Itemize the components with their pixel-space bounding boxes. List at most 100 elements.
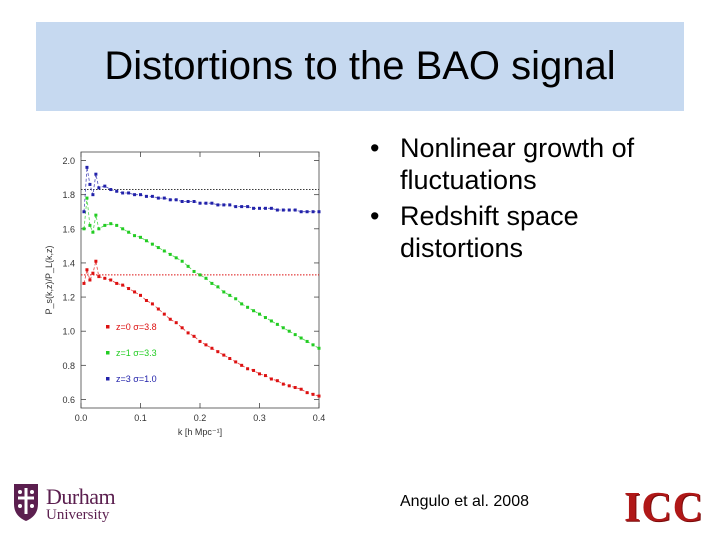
data-point	[293, 208, 297, 212]
data-point	[269, 319, 273, 323]
data-point	[240, 302, 244, 306]
data-point	[287, 208, 291, 212]
data-point	[186, 199, 190, 203]
title-banner: Distortions to the BAO signal	[36, 22, 684, 111]
data-point	[269, 377, 273, 381]
data-point	[156, 307, 160, 311]
data-point	[168, 252, 172, 256]
data-point	[156, 196, 160, 200]
data-point	[192, 199, 196, 203]
data-point	[275, 379, 279, 383]
data-point	[91, 193, 95, 197]
data-point	[180, 259, 184, 263]
data-point	[246, 205, 250, 209]
data-point	[305, 339, 309, 343]
data-point	[127, 287, 131, 291]
data-point	[216, 350, 220, 354]
data-point	[109, 222, 113, 226]
data-point	[228, 293, 232, 297]
data-point	[174, 321, 178, 325]
data-point	[174, 256, 178, 260]
x-axis-label: k [h Mpc⁻¹]	[178, 427, 222, 437]
data-point	[97, 275, 101, 279]
data-point	[281, 382, 285, 386]
data-point	[305, 210, 309, 214]
data-point	[252, 206, 256, 210]
data-point	[299, 387, 303, 391]
data-point	[246, 367, 250, 371]
data-point	[144, 239, 148, 243]
data-point	[88, 223, 92, 227]
data-point	[85, 196, 89, 200]
data-point	[269, 206, 273, 210]
x-tick-label: 0.0	[75, 413, 88, 423]
data-point	[281, 326, 285, 330]
data-point	[240, 363, 244, 367]
y-tick-label: 1.2	[62, 293, 75, 303]
icc-wordmark: ICC	[623, 485, 704, 531]
data-point	[94, 259, 98, 263]
data-point	[275, 322, 279, 326]
data-point	[222, 203, 226, 207]
durham-shield-icon	[14, 484, 38, 521]
citation: Angulo et al. 2008	[400, 493, 529, 510]
data-point	[115, 189, 119, 193]
bullet-item: • Redshift space distortions	[364, 200, 704, 264]
legend-label: z=0 σ=3.8	[116, 322, 157, 332]
data-point	[317, 210, 321, 214]
data-point	[150, 194, 154, 198]
data-point	[210, 346, 214, 350]
data-point	[133, 234, 137, 238]
durham-logo: Durham University	[12, 482, 122, 528]
data-point	[150, 302, 154, 306]
y-tick-label: 0.6	[62, 395, 75, 405]
x-tick-label: 0.1	[134, 413, 147, 423]
bullet-line: Nonlinear growth of	[400, 133, 635, 163]
data-point	[263, 374, 267, 378]
data-point	[121, 283, 125, 287]
data-point	[115, 281, 119, 285]
data-point	[133, 290, 137, 294]
data-point	[204, 276, 208, 280]
data-point	[228, 357, 232, 361]
data-point	[263, 316, 267, 320]
data-point	[222, 353, 226, 357]
x-tick-label: 0.4	[313, 413, 326, 423]
data-point	[94, 213, 98, 217]
data-point	[144, 194, 148, 198]
slide-title: Distortions to the BAO signal	[104, 44, 616, 88]
data-point	[180, 326, 184, 330]
data-point	[162, 249, 166, 253]
bullet-marker: •	[370, 133, 380, 163]
data-point	[144, 298, 148, 302]
bullet-item: • Nonlinear growth of fluctuations	[364, 132, 704, 196]
data-point	[198, 201, 202, 205]
data-point	[91, 230, 95, 234]
data-point	[293, 386, 297, 390]
legend-label: z=1 σ=3.3	[116, 348, 157, 358]
data-point	[192, 269, 196, 273]
data-point	[275, 208, 279, 212]
data-point	[198, 339, 202, 343]
durham-subtitle: University	[46, 507, 110, 523]
data-point	[139, 293, 142, 297]
data-point	[258, 206, 261, 210]
data-point	[180, 199, 184, 203]
data-point	[97, 186, 101, 190]
data-point	[109, 188, 113, 192]
data-point	[287, 329, 291, 333]
data-point	[94, 172, 98, 176]
data-point	[186, 331, 190, 335]
data-point	[252, 368, 256, 372]
data-point	[121, 191, 125, 195]
data-point	[82, 281, 86, 285]
data-point	[258, 312, 261, 316]
data-point	[127, 191, 131, 195]
data-point	[204, 201, 208, 205]
data-point	[127, 230, 131, 234]
data-point	[311, 392, 315, 396]
data-point	[204, 343, 208, 347]
data-point	[305, 391, 309, 395]
data-point	[317, 394, 321, 398]
bullet-line: fluctuations	[400, 165, 537, 195]
